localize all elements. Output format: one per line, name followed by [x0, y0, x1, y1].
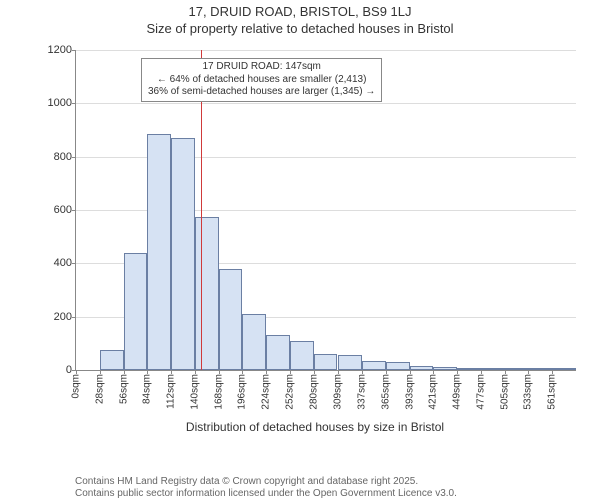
y-tick-mark [72, 210, 76, 211]
x-tick-label: 56sqm [118, 374, 129, 404]
x-tick-label: 365sqm [380, 374, 391, 410]
x-tick-label: 84sqm [142, 374, 153, 404]
y-tick-label: 600 [42, 204, 72, 216]
plot-area: 0200400600800100012000sqm28sqm56sqm84sqm… [75, 50, 576, 371]
chart-titles: 17, DRUID ROAD, BRISTOL, BS9 1LJ Size of… [0, 4, 600, 36]
title-sub: Size of property relative to detached ho… [0, 21, 600, 36]
y-tick-label: 1000 [42, 97, 72, 109]
y-tick-label: 800 [42, 151, 72, 163]
footer-line-1: Contains HM Land Registry data © Crown c… [75, 476, 590, 488]
y-tick-label: 1200 [42, 44, 72, 56]
x-tick-label: 196sqm [237, 374, 248, 410]
y-tick-mark [72, 263, 76, 264]
x-tick-label: 505sqm [499, 374, 510, 410]
footer-line-2: Contains public sector information licen… [75, 488, 590, 500]
x-tick-label: 0sqm [71, 374, 82, 398]
y-tick-mark [72, 317, 76, 318]
marker-callout: 17 DRUID ROAD: 147sqm ← 64% of detached … [141, 58, 382, 102]
callout-line-smaller: ← 64% of detached houses are smaller (2,… [148, 74, 375, 87]
chart-area: Number of detached properties 0200400600… [45, 50, 585, 430]
x-tick-label: 561sqm [547, 374, 558, 410]
x-tick-label: 168sqm [213, 374, 224, 410]
x-tick-label: 449sqm [452, 374, 463, 410]
x-tick-label: 533sqm [523, 374, 534, 410]
x-axis-label: Distribution of detached houses by size … [45, 420, 585, 434]
x-tick-label: 112sqm [166, 374, 177, 409]
x-tick-label: 393sqm [404, 374, 415, 410]
y-tick-mark [72, 157, 76, 158]
y-tick-label: 0 [42, 364, 72, 376]
x-tick-label: 337sqm [357, 374, 368, 410]
x-tick-label: 252sqm [284, 374, 295, 410]
x-tick-label: 28sqm [94, 374, 105, 404]
y-tick-mark [72, 50, 76, 51]
title-main: 17, DRUID ROAD, BRISTOL, BS9 1LJ [0, 4, 600, 19]
y-tick-mark [72, 103, 76, 104]
x-tick-label: 309sqm [333, 374, 344, 410]
x-tick-label: 421sqm [428, 374, 439, 410]
y-tick-label: 400 [42, 257, 72, 269]
y-tick-label: 200 [42, 311, 72, 323]
x-tick-label: 140sqm [189, 374, 200, 410]
x-tick-label: 477sqm [475, 374, 486, 410]
x-tick-label: 224sqm [261, 374, 272, 410]
attribution-footer: Contains HM Land Registry data © Crown c… [75, 476, 590, 500]
callout-line-larger: 36% of semi-detached houses are larger (… [148, 86, 375, 99]
x-tick-label: 280sqm [308, 374, 319, 410]
callout-header: 17 DRUID ROAD: 147sqm [148, 61, 375, 74]
